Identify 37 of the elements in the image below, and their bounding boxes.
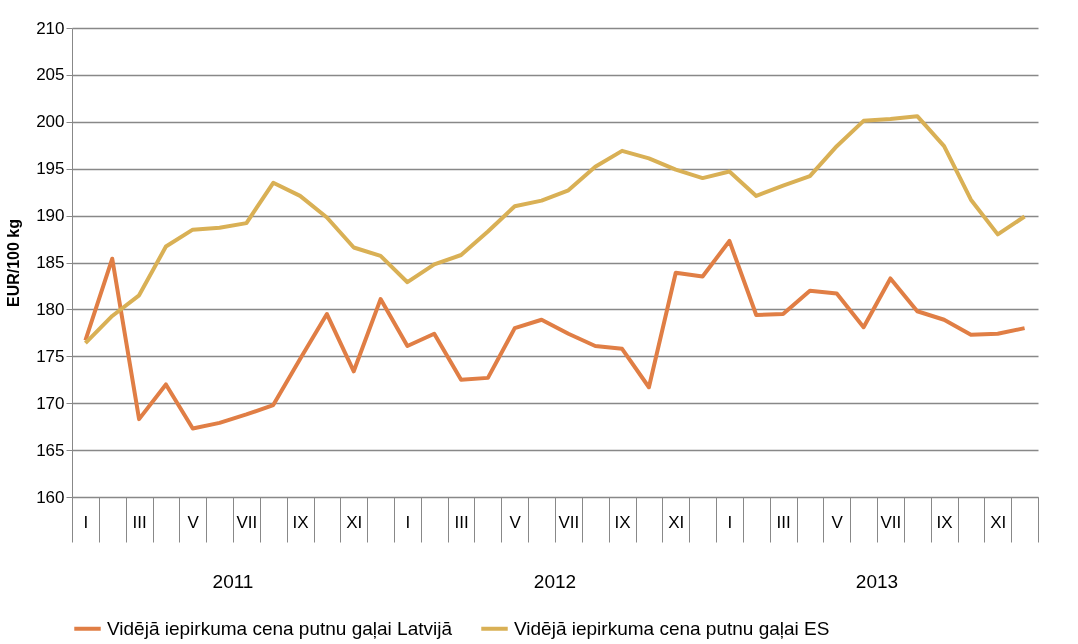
x-tick-label: IX (936, 512, 953, 532)
line-series (83, 238, 1027, 431)
x-tick-label: I (727, 512, 733, 532)
y-tick-label: 210 (36, 18, 65, 38)
x-tick-label: XI (346, 512, 363, 532)
x-tick-label: I (405, 512, 411, 532)
y-tick-label: 165 (36, 440, 65, 460)
y-tick-label: 205 (36, 65, 65, 85)
x-tick-label: V (509, 512, 522, 532)
x-tick-label: V (187, 512, 200, 532)
x-tick-label: XI (990, 512, 1007, 532)
y-tick-label: 175 (36, 346, 65, 366)
x-tick-label: XI (668, 512, 685, 532)
y-tick-label: 200 (36, 112, 65, 132)
x-tick-label: V (831, 512, 844, 532)
text: 2013 (855, 571, 899, 592)
x-tick-label: VII (880, 512, 902, 532)
y-tick-label: 180 (36, 299, 65, 319)
text: 2011 (212, 571, 254, 592)
y-tick-label: 160 (36, 487, 65, 507)
x-tick-label: IX (614, 512, 631, 532)
x-tick-label: VII (236, 512, 258, 532)
x-tick-label: III (776, 512, 791, 532)
y-tick-label: 195 (36, 159, 65, 179)
x-tick-label: III (132, 512, 147, 532)
y-axis-title: EUR/100 kg (5, 218, 23, 308)
y-tick-label: 185 (36, 253, 65, 272)
text: 2012 (533, 571, 577, 592)
legend-label: Vidējā iepirkuma cena putnu gaļai Latvijā (107, 617, 453, 639)
y-tick-label: 170 (36, 393, 65, 413)
x-tick-label: I (83, 512, 89, 532)
x-tick-label: IX (292, 512, 309, 532)
y-tick-label: 190 (36, 206, 65, 226)
legend-label: Vidējā iepirkuma cena putnu gaļai ES (514, 617, 830, 639)
line-series (83, 114, 1027, 346)
x-tick-label: III (454, 512, 469, 532)
x-tick-label: VII (558, 512, 580, 532)
